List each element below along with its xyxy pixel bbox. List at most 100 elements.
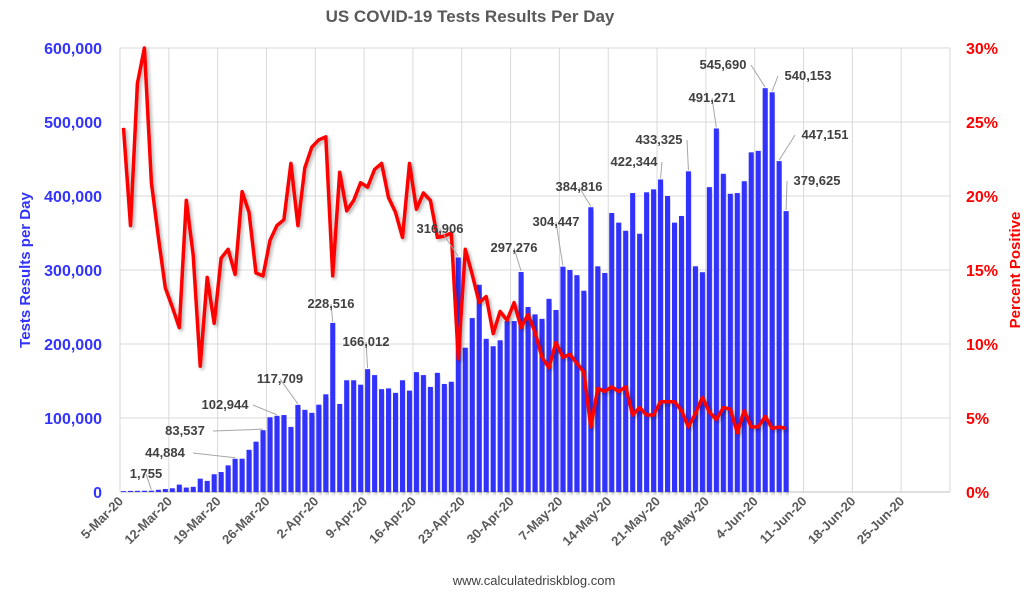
bar <box>505 321 510 492</box>
bar <box>226 465 231 492</box>
bar <box>121 491 126 492</box>
bar <box>344 380 349 492</box>
bar <box>665 196 670 492</box>
data-label: 384,816 <box>556 179 603 194</box>
bar <box>526 307 531 492</box>
data-label: 433,325 <box>636 132 683 147</box>
bar <box>707 187 712 492</box>
bar <box>519 272 524 492</box>
bar <box>233 459 238 492</box>
y2-tick-label: 30% <box>966 41 998 58</box>
x-tick-label: 25-Jun-20 <box>854 494 908 548</box>
bar <box>170 488 175 492</box>
bar <box>693 266 698 492</box>
leader-line <box>751 65 765 87</box>
bar <box>240 459 245 492</box>
footer-source: www.calculatedriskblog.com <box>452 573 616 588</box>
bar <box>219 472 224 492</box>
x-tick-label: 2-Apr-20 <box>274 494 322 542</box>
y2-tick-label: 15% <box>966 263 998 280</box>
x-tick-label: 11-Jun-20 <box>757 494 810 547</box>
data-label: 44,884 <box>145 445 186 460</box>
y-tick-label: 400,000 <box>44 189 102 206</box>
bar <box>714 128 719 492</box>
bar <box>630 193 635 492</box>
leader-line <box>786 181 787 210</box>
bar <box>337 404 342 492</box>
x-tick-label: 21-May-20 <box>608 494 663 549</box>
data-label: 540,153 <box>785 68 832 83</box>
leader-line <box>779 135 795 160</box>
x-tick-label: 7-May-20 <box>516 494 566 544</box>
x-tick-label: 14-May-20 <box>559 494 614 549</box>
y-tick-label: 100,000 <box>44 411 102 428</box>
y-tick-label: 300,000 <box>44 263 102 280</box>
bar <box>763 88 768 492</box>
bar <box>163 489 168 492</box>
bar <box>498 340 503 492</box>
bar <box>281 415 286 492</box>
data-label: 447,151 <box>802 127 849 142</box>
data-label: 83,537 <box>165 423 205 438</box>
bar <box>247 450 252 492</box>
bar <box>449 382 454 492</box>
x-tick-label: 16-Apr-20 <box>366 494 419 547</box>
data-label: 316,906 <box>417 221 464 236</box>
bar <box>309 413 314 492</box>
bar <box>470 318 475 492</box>
bar <box>135 491 140 492</box>
x-tick-label: 12-Mar-20 <box>121 494 175 548</box>
bar <box>588 207 593 492</box>
bar <box>777 161 782 492</box>
bar <box>560 267 565 492</box>
bar <box>177 485 182 492</box>
data-label: 422,344 <box>611 154 659 169</box>
bar <box>205 481 210 492</box>
bar <box>198 479 203 492</box>
bar <box>658 179 663 492</box>
bar <box>156 490 161 492</box>
data-label: 228,516 <box>308 296 355 311</box>
x-tick-label: 30-Apr-20 <box>464 494 517 547</box>
bar <box>491 346 496 492</box>
bar <box>302 410 307 492</box>
x-tick-label: 18-Jun-20 <box>805 494 859 548</box>
bar <box>484 339 489 492</box>
chart-title: US COVID-19 Tests Results Per Day <box>326 7 615 26</box>
bar <box>784 211 789 492</box>
y2-tick-label: 5% <box>966 411 989 428</box>
bar <box>351 380 356 492</box>
bar <box>749 152 754 492</box>
bar <box>128 491 133 492</box>
bar <box>770 92 775 492</box>
bar <box>253 442 258 492</box>
bar <box>288 427 293 492</box>
bar <box>672 223 677 492</box>
data-label: 297,276 <box>491 240 538 255</box>
bar <box>477 285 482 492</box>
bar <box>400 380 405 492</box>
leader-line <box>213 429 263 431</box>
y2-tick-label: 0% <box>966 485 989 502</box>
bar <box>546 299 551 492</box>
bar <box>421 375 426 492</box>
bar <box>553 310 558 492</box>
leader-line <box>253 405 277 415</box>
bar <box>379 389 384 492</box>
bar <box>512 321 517 492</box>
bar <box>651 189 656 492</box>
bar <box>686 171 691 492</box>
x-tick-label: 28-May-20 <box>657 494 712 549</box>
bar <box>407 391 412 492</box>
bar <box>602 273 607 492</box>
bar <box>295 405 300 492</box>
bar <box>637 234 642 492</box>
data-label: 545,690 <box>700 57 747 72</box>
data-label: 491,271 <box>689 90 736 105</box>
bar <box>142 491 147 492</box>
x-tick-label: 9-Apr-20 <box>322 494 370 542</box>
bar <box>442 384 447 492</box>
bar <box>456 257 461 492</box>
x-tick-label: 26-Mar-20 <box>219 494 273 548</box>
